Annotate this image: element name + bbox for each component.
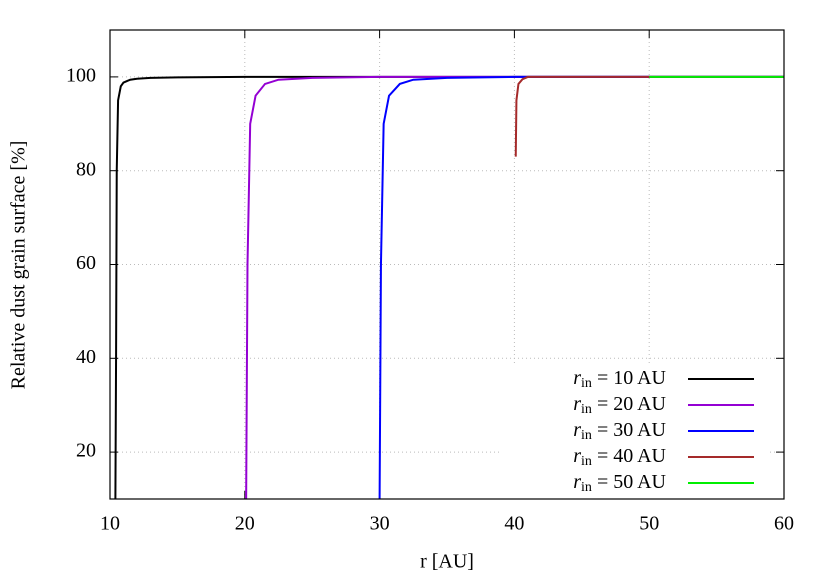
y-tick-label: 80 (76, 158, 96, 180)
y-tick-label: 40 (76, 346, 96, 368)
x-tick-label: 30 (370, 513, 390, 535)
y-tick-label: 100 (66, 64, 96, 86)
legend-label: rin = 30 AU (573, 419, 666, 444)
series-line (514, 75, 784, 157)
plot-frame (109, 29, 785, 500)
legend-label: rin = 50 AU (573, 471, 666, 496)
y-axis-label: Relative dust grain surface [%] (8, 141, 30, 390)
legend-label: rin = 10 AU (573, 367, 666, 392)
x-tick-label: 50 (639, 513, 659, 535)
legend-label: rin = 20 AU (573, 393, 666, 418)
legend-label: rin = 40 AU (573, 445, 666, 470)
x-tick-label: 10 (100, 513, 120, 535)
y-tick-label: 60 (76, 252, 96, 274)
x-axis-label: r [AU] (420, 551, 474, 573)
x-tick-label: 40 (504, 513, 524, 535)
x-tick-label: 60 (774, 513, 794, 535)
x-tick-label: 20 (235, 513, 255, 535)
y-tick-label: 20 (76, 440, 96, 462)
